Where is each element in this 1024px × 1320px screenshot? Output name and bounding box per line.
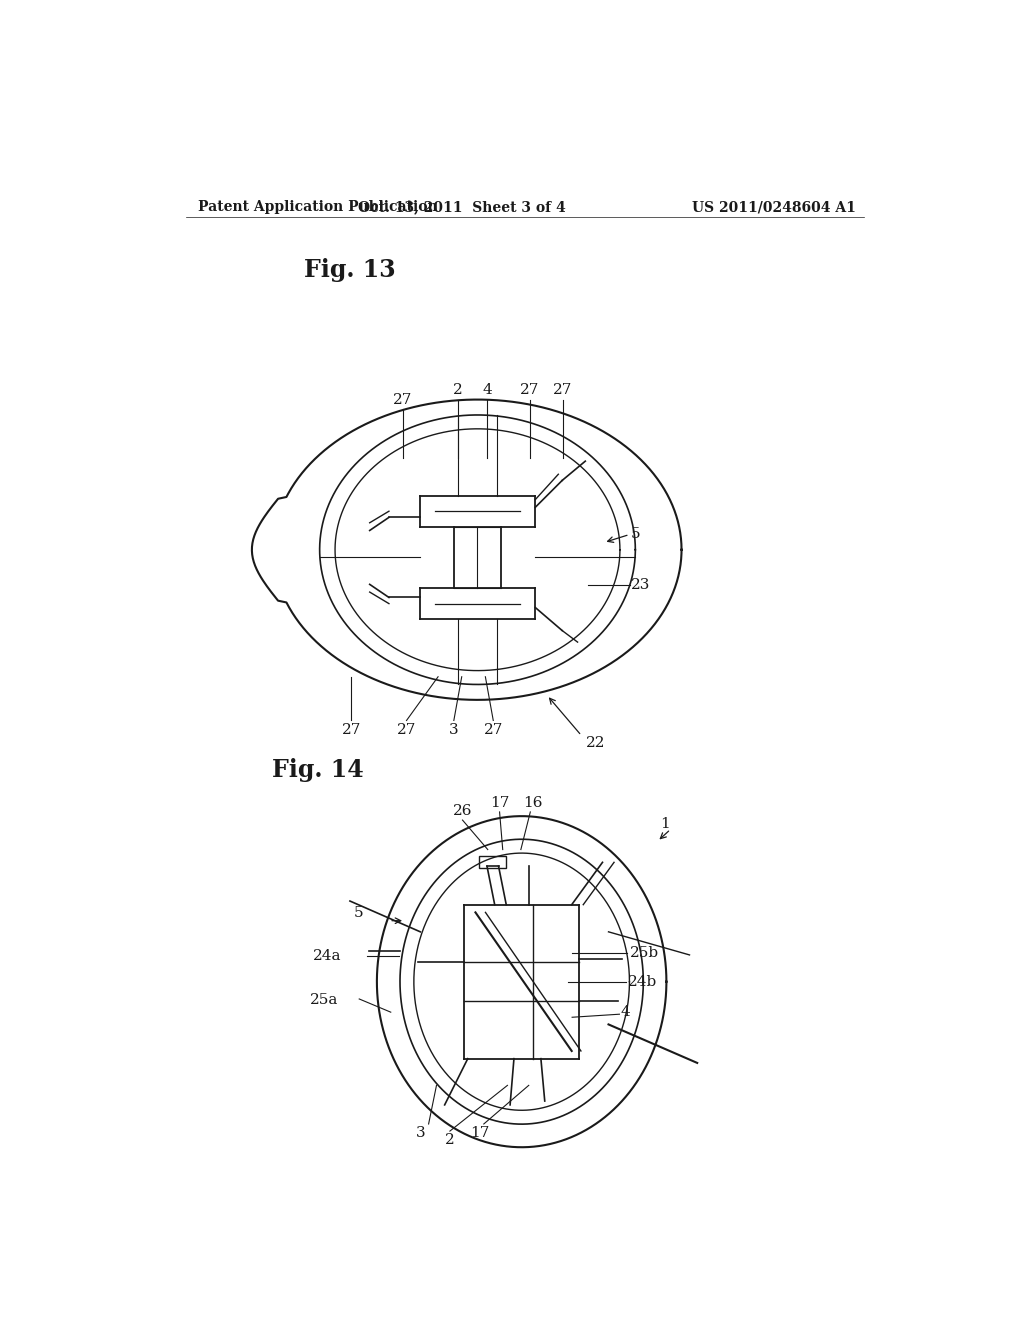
Text: 16: 16 [523, 796, 543, 810]
Text: 3: 3 [450, 722, 459, 737]
Text: 1: 1 [660, 817, 670, 832]
Bar [479, 857, 506, 867]
Text: 4: 4 [482, 383, 492, 397]
Text: Patent Application Publication: Patent Application Publication [198, 201, 437, 214]
Text: Oct. 13, 2011  Sheet 3 of 4: Oct. 13, 2011 Sheet 3 of 4 [357, 201, 565, 214]
Text: 22: 22 [587, 735, 606, 750]
Text: 27: 27 [393, 393, 413, 408]
Text: 27: 27 [397, 722, 416, 737]
Text: 23: 23 [631, 578, 650, 593]
Text: 4: 4 [621, 1005, 631, 1019]
Text: 2: 2 [445, 1133, 455, 1147]
Text: 25a: 25a [309, 993, 338, 1007]
Text: 5: 5 [631, 528, 641, 541]
Text: 27: 27 [342, 722, 361, 737]
Text: 24a: 24a [313, 949, 342, 964]
Text: 27: 27 [520, 383, 540, 397]
Text: 17: 17 [470, 1126, 489, 1140]
Text: Fig. 13: Fig. 13 [304, 259, 395, 282]
Text: 27: 27 [553, 383, 572, 397]
Text: 24b: 24b [628, 974, 657, 989]
Text: 26: 26 [453, 804, 472, 818]
Text: 27: 27 [483, 722, 503, 737]
Text: 5: 5 [353, 906, 364, 920]
Text: 2: 2 [453, 383, 463, 397]
Text: Fig. 14: Fig. 14 [272, 758, 365, 783]
Text: 17: 17 [489, 796, 509, 810]
Text: US 2011/0248604 A1: US 2011/0248604 A1 [692, 201, 856, 214]
Text: 25b: 25b [630, 946, 658, 960]
Text: 3: 3 [416, 1126, 426, 1140]
